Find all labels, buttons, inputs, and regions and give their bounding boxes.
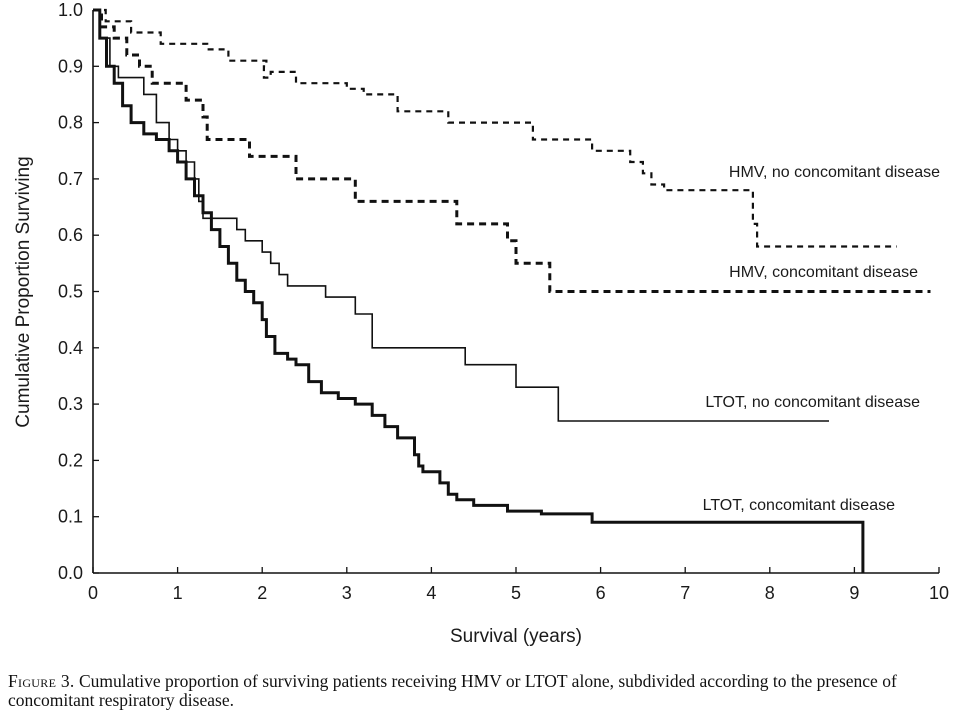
- series-line-4: [93, 8, 865, 573]
- x-tick-label: 7: [680, 583, 690, 603]
- survival-chart: 0 1 2 3 4 5 6 7 8 9 10 0.0 0.1 0.2 0.3 0.4 0.5 0.6 0.7 0.8 0…: [13, 0, 949, 647]
- chart-ticks: 0 1 2 3 4 5 6 7 8 9 10 0.0 0.1 0.2 0.3 0.4 0.5 0.6 0.7 0.8 0…: [58, 0, 949, 603]
- y-tick-label: 0.7: [58, 169, 83, 189]
- y-tick-label: 0.2: [58, 450, 83, 470]
- chart-series-labels: HMV, no concomitant disease HMV, concomit…: [703, 164, 940, 514]
- x-tick-label: 4: [426, 583, 436, 603]
- y-tick-label: 0.9: [58, 56, 83, 76]
- x-tick-label: 2: [257, 583, 267, 603]
- y-axis-title: Cumulative Proportion Surviving: [13, 156, 34, 427]
- x-tick-label: 1: [173, 583, 183, 603]
- x-tick-label: 8: [765, 583, 775, 603]
- series-label-4: LTOT, concomitant disease: [703, 497, 895, 514]
- caption-text: Cumulative proportion of surviving patie…: [8, 671, 897, 710]
- series-line-3: [93, 9, 829, 422]
- series-line-2: [93, 8, 931, 293]
- y-tick-label: 0.4: [58, 338, 83, 358]
- y-tick-label: 0.8: [58, 113, 83, 133]
- x-tick-label: 10: [929, 583, 949, 603]
- chart-series: [93, 8, 931, 573]
- y-tick-label: 0.5: [58, 282, 83, 302]
- y-tick-label: 0.3: [58, 394, 83, 414]
- series-label-1: HMV, no concomitant disease: [729, 164, 940, 181]
- y-tick-label: 0.1: [58, 507, 83, 527]
- x-tick-label: 6: [596, 583, 606, 603]
- series-line-1: [93, 8, 897, 248]
- y-tick-label: 0.0: [58, 563, 83, 583]
- x-tick-label: 5: [511, 583, 521, 603]
- x-tick-label: 9: [849, 583, 859, 603]
- y-tick-label: 1.0: [58, 0, 83, 20]
- series-label-3: LTOT, no concomitant disease: [705, 394, 920, 411]
- figure-label: Figure 3.: [8, 671, 75, 691]
- figure-caption: Figure 3. Cumulative proportion of survi…: [8, 672, 956, 710]
- x-tick-label: 3: [342, 583, 352, 603]
- series-label-2: HMV, concomitant disease: [729, 264, 918, 281]
- y-tick-label: 0.6: [58, 225, 83, 245]
- x-tick-label: 0: [88, 583, 98, 603]
- x-axis-title: Survival (years): [450, 626, 582, 647]
